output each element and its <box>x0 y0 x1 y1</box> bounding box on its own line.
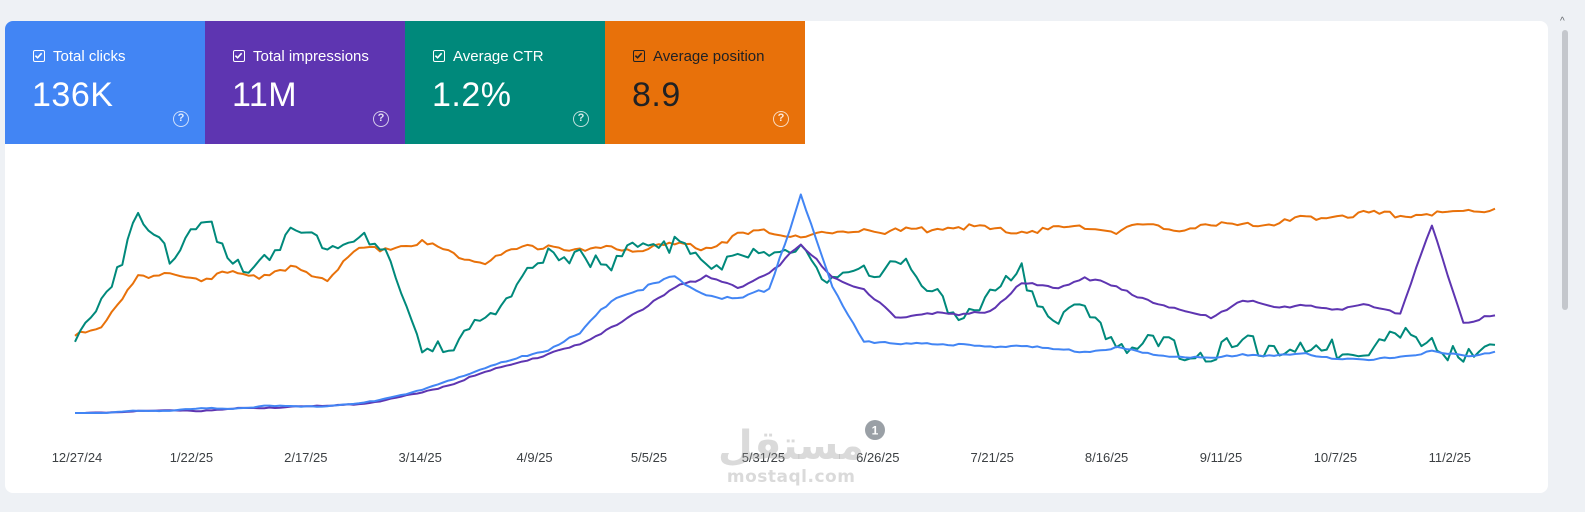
x-tick-label: 7/21/25 <box>971 450 1014 465</box>
metric-tile-ctr[interactable]: Average CTR 1.2%? <box>405 21 605 144</box>
x-axis-ticks: 12/27/24 1/22/25 2/17/25 3/14/25 4/9/25 5/5/2… <box>52 450 1471 465</box>
chart-lines <box>74 193 1496 414</box>
x-tick-label: 11/2/25 <box>1429 450 1471 465</box>
metric-tile-impressions[interactable]: Total impressions 11M? <box>205 21 405 144</box>
checkbox-icon[interactable] <box>233 50 245 62</box>
performance-chart: 12/27/24 1/22/25 2/17/25 3/14/25 4/9/25 5/5/2… <box>52 193 1496 465</box>
metric-label: Total clicks <box>53 48 126 65</box>
metric-label: Average CTR <box>453 48 544 65</box>
help-icon[interactable]: ? <box>373 111 389 127</box>
x-tick-label: 3/14/25 <box>399 450 442 465</box>
metric-label: Total impressions <box>253 48 369 65</box>
metric-value: 136K <box>32 76 114 114</box>
x-tick-label: 5/31/25 <box>742 450 785 465</box>
metric-value: 8.9 <box>632 76 681 114</box>
series-line-position <box>74 207 1496 337</box>
metric-value: 1.2% <box>432 76 512 114</box>
annotation-badge-label: 1 <box>872 424 879 438</box>
metric-tile-clicks[interactable]: Total clicks 136K? <box>5 21 205 144</box>
performance-card: Total clicks 136K? Total impressions 11M? Av… <box>5 21 1548 493</box>
checkbox-icon[interactable] <box>633 50 645 62</box>
series-line-ctr <box>74 211 1496 363</box>
x-tick-label: 9/11/25 <box>1200 450 1242 465</box>
metric-label: Average position <box>653 48 765 65</box>
metric-value: 11M <box>232 76 298 114</box>
x-tick-label: 6/26/25 <box>856 450 899 465</box>
x-tick-label: 1/22/25 <box>170 450 213 465</box>
metric-tiles: Total clicks 136K? Total impressions 11M? Av… <box>5 21 805 144</box>
x-tick-label: 8/16/25 <box>1085 450 1128 465</box>
checkbox-icon[interactable] <box>433 50 445 62</box>
scrollbar-thumb[interactable] <box>1562 30 1568 310</box>
x-tick-label: 5/5/25 <box>631 450 667 465</box>
x-tick-label: 4/9/25 <box>517 450 553 465</box>
help-icon[interactable]: ? <box>173 111 189 127</box>
annotation-marker[interactable]: 1 <box>865 420 885 440</box>
metric-tile-position[interactable]: Average position 8.9? <box>605 21 805 144</box>
checkbox-icon[interactable] <box>33 50 45 62</box>
series-line-clicks <box>75 193 1496 414</box>
help-icon[interactable]: ? <box>573 111 589 127</box>
x-tick-label: 2/17/25 <box>284 450 327 465</box>
help-icon[interactable]: ? <box>773 111 789 127</box>
series-line-impressions <box>75 224 1496 414</box>
scroll-up-icon[interactable]: ^ <box>1560 16 1565 27</box>
x-tick-label: 12/27/24 <box>52 450 103 465</box>
x-tick-label: 10/7/25 <box>1314 450 1357 465</box>
